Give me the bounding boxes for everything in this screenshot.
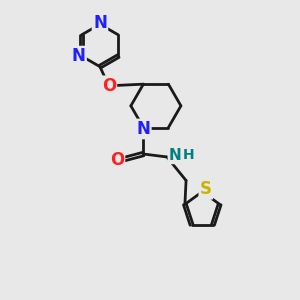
Text: N: N xyxy=(93,14,107,32)
Text: O: O xyxy=(110,151,124,169)
Text: H: H xyxy=(182,148,194,163)
Text: N: N xyxy=(169,148,182,163)
Text: N: N xyxy=(136,120,150,138)
Text: O: O xyxy=(102,77,116,95)
Text: N: N xyxy=(72,47,86,65)
Text: S: S xyxy=(200,180,212,198)
